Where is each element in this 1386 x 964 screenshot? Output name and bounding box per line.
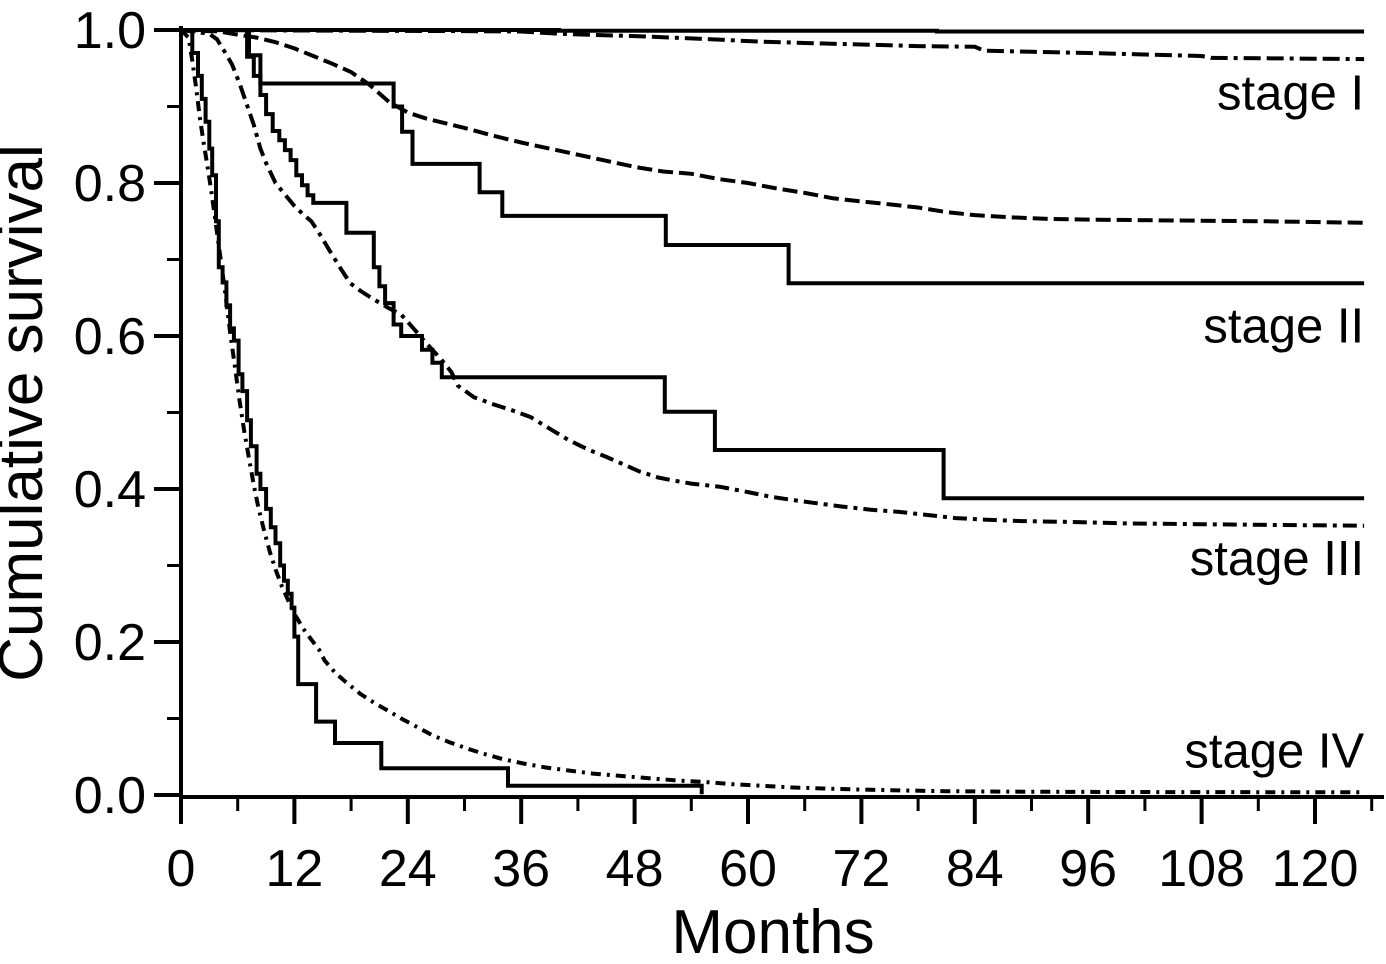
stage-annotation: stage II [1203, 299, 1364, 353]
survival-curve-stage-I-dashed [180, 28, 1365, 62]
x-tick-label: 48 [606, 840, 664, 898]
survival-curve-stage-III-dashed [180, 28, 1365, 528]
y-tick-label: 1.0 [74, 2, 146, 60]
y-tick-label: 0.4 [74, 461, 146, 519]
x-tick-label: 36 [492, 840, 550, 898]
survival-curves [179, 28, 1365, 795]
axes [179, 26, 1384, 799]
x-tick-label: 84 [946, 840, 1004, 898]
x-tick-label: 12 [265, 840, 323, 898]
y-tick-label: 0.8 [74, 155, 146, 213]
x-tick-label: 60 [719, 840, 777, 898]
y-tick-label: 0.2 [74, 614, 146, 672]
stage-annotation: stage III [1190, 532, 1364, 586]
x-tick-label: 24 [379, 840, 437, 898]
y-tick-label: 0.0 [74, 767, 146, 825]
stage-annotation: stage I [1217, 67, 1364, 121]
survival-curve-stage-IV-solid [181, 28, 704, 795]
x-tick-label: 120 [1272, 840, 1359, 898]
stage-annotation: stage IV [1184, 725, 1364, 779]
y-tick-label: 0.6 [74, 308, 146, 366]
x-axis-title: Months [671, 898, 874, 964]
x-tick-label: 108 [1158, 840, 1245, 898]
x-tick-label: 96 [1059, 840, 1117, 898]
survival-curve-stage-IV-dashed [179, 28, 1365, 795]
survival-curve-stage-II-solid [181, 28, 1365, 286]
x-tick-label: 72 [832, 840, 890, 898]
survival-curve-stage-III-solid [181, 28, 1365, 501]
tick-labels: 0 12 24 36 48 60 72 84 96 108 120 1.0 0.8 0.6 0.4 0.2 0.… [74, 2, 1359, 898]
survival-curve-stage-II-dashed [180, 28, 1365, 225]
x-tick-label: 0 [167, 840, 196, 898]
y-axis-title: Cumulative survival [0, 144, 56, 682]
axis-ticks [154, 28, 1374, 824]
stage-labels: stage I stage II stage III stage IV [1184, 67, 1364, 779]
